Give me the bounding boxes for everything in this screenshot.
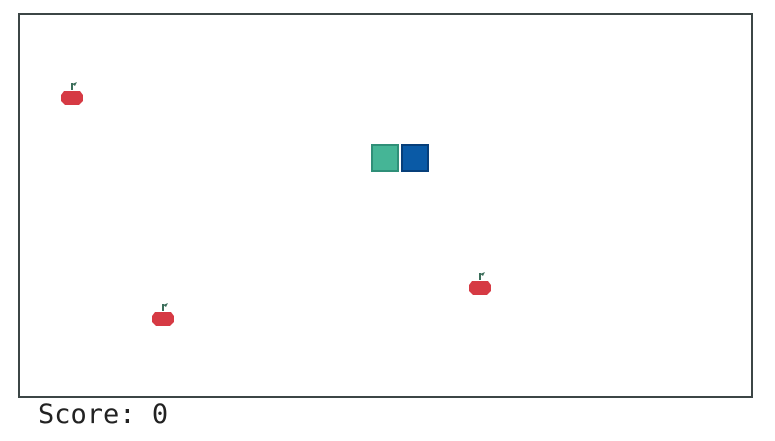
score-value: 0 [151,399,169,430]
snake-body-segment [371,144,399,172]
apple-icon [466,269,494,299]
score-display: Score: 0 [38,399,168,431]
apple-icon [149,300,177,330]
apple-icon [58,79,86,109]
snake-head [401,144,429,172]
game-board[interactable] [18,13,753,398]
score-label: Score: [38,399,136,430]
